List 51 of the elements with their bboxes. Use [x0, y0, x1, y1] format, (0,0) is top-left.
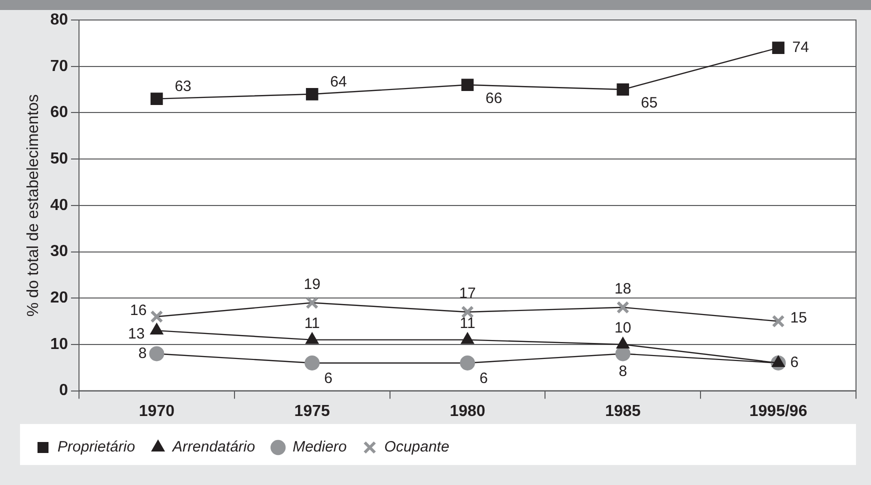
point [460, 355, 475, 370]
data-label: 19 [304, 276, 320, 293]
y-tick-label: 70 [50, 58, 68, 75]
data-label: 64 [330, 73, 347, 90]
point [616, 300, 630, 314]
point [150, 92, 163, 105]
data-label: 18 [614, 280, 632, 298]
data-label: 16 [130, 302, 147, 319]
y-tick-label: 10 [50, 336, 68, 353]
data-label: 10 [614, 320, 632, 337]
data-label: 6 [324, 370, 332, 388]
legend-label: Ocupante [384, 438, 450, 456]
point [306, 88, 318, 100]
point [150, 323, 164, 335]
data-label: 74 [792, 38, 809, 56]
y-tick-label: 40 [50, 196, 68, 214]
point [461, 306, 474, 318]
x-tick-label: 1995/96 [749, 402, 808, 420]
point [306, 296, 319, 310]
data-label: 6 [480, 370, 488, 388]
x-tick-label: 1970 [138, 402, 175, 420]
data-label: 63 [174, 78, 192, 95]
y-tick-label: 0 [59, 382, 68, 400]
data-label: 8 [618, 362, 628, 380]
x-tick-label: 1985 [605, 402, 641, 420]
legend-label: Arrendatário [172, 438, 256, 456]
y-axis-title: % do total de estabelecimentos [25, 94, 42, 317]
point [772, 314, 785, 328]
data-label: 6 [790, 354, 799, 372]
point [149, 346, 164, 362]
y-tick-label: 80 [50, 11, 68, 28]
y-tick-label: 50 [50, 150, 68, 168]
data-label: 11 [460, 314, 476, 332]
x-tick-label: 1975 [294, 402, 330, 420]
legend-label: Proprietário [58, 438, 136, 456]
x-tick-label: 1980 [450, 402, 486, 420]
data-label: 66 [486, 90, 502, 108]
point [304, 355, 320, 370]
point [461, 78, 474, 92]
point [772, 42, 784, 54]
data-label: 15 [790, 309, 807, 326]
point [616, 83, 630, 96]
data-label: 65 [640, 94, 658, 112]
y-tick-label: 60 [50, 104, 68, 122]
data-label: 11 [304, 314, 320, 332]
legend-label: Mediero [292, 438, 347, 456]
point [150, 310, 164, 324]
y-tick-label: 20 [50, 290, 68, 307]
data-label: 8 [138, 344, 147, 362]
y-tick-label: 30 [50, 243, 68, 260]
data-label: 13 [128, 326, 145, 343]
